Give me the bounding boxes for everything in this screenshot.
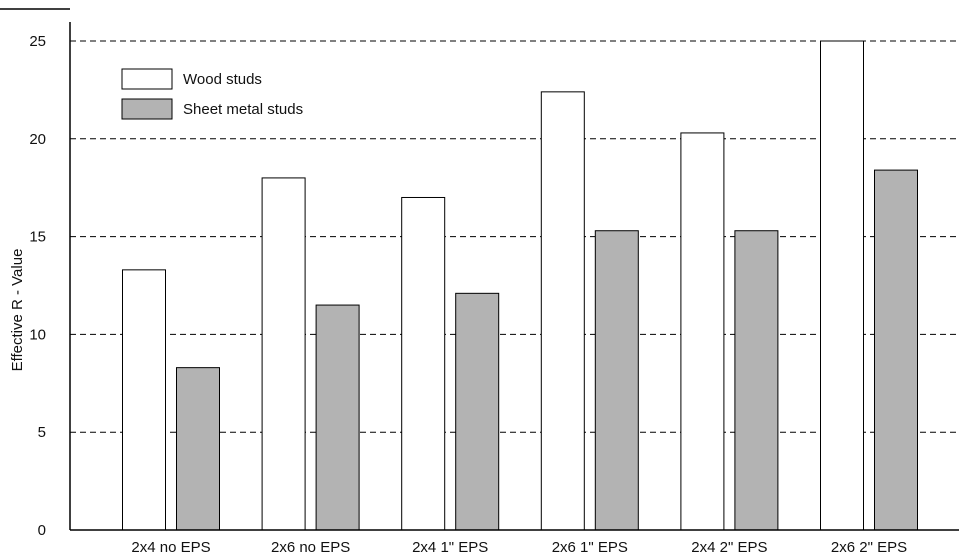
- bar-wood-studs: [122, 269, 166, 531]
- x-tick-label: 2x6 2" EPS: [831, 539, 907, 556]
- y-tick-label: 10: [29, 326, 46, 343]
- bar-sheet-metal-studs: [176, 367, 220, 531]
- axes: [69, 22, 959, 531]
- legend-swatch-sheet-metal-studs: [121, 98, 173, 120]
- bar-wood-studs: [540, 91, 585, 531]
- bars: [122, 40, 918, 531]
- y-axis-title: Effective R - Value: [9, 249, 26, 372]
- bar-wood-studs: [820, 40, 864, 531]
- bar-wood-studs: [401, 196, 446, 531]
- y-tick-labels: 0 5 10 15 20 25: [29, 33, 46, 539]
- bar-wood-studs: [680, 132, 725, 531]
- bar-sheet-metal-studs: [315, 304, 360, 531]
- x-tick-label: 2x4 2" EPS: [691, 539, 767, 556]
- gridlines: [70, 40, 959, 433]
- bar-sheet-metal-studs: [874, 169, 918, 531]
- legend: Wood studs Sheet metal studs: [121, 68, 303, 120]
- legend-swatch-wood-studs: [121, 68, 173, 90]
- bar-sheet-metal-studs: [594, 230, 639, 531]
- bar-wood-studs: [261, 177, 306, 531]
- bar-sheet-metal-studs: [734, 230, 779, 531]
- y-tick-label: 5: [38, 424, 46, 441]
- y-tick-label: 20: [29, 131, 46, 148]
- legend-label-sheet-metal-studs: Sheet metal studs: [183, 101, 303, 118]
- x-tick-label: 2x6 1" EPS: [552, 539, 628, 556]
- x-tick-label: 2x4 no EPS: [131, 539, 210, 556]
- bar-sheet-metal-studs: [455, 292, 500, 531]
- legend-label-wood-studs: Wood studs: [183, 71, 262, 88]
- x-tick-label: 2x4 1" EPS: [412, 539, 488, 556]
- x-tick-labels: 2x4 no EPS 2x6 no EPS 2x4 1" EPS 2x6 1" EPS…: [131, 539, 907, 556]
- y-tick-label: 15: [29, 229, 46, 246]
- y-tick-label: 0: [38, 522, 46, 539]
- x-tick-label: 2x6 no EPS: [271, 539, 350, 556]
- y-tick-label: 25: [29, 33, 46, 50]
